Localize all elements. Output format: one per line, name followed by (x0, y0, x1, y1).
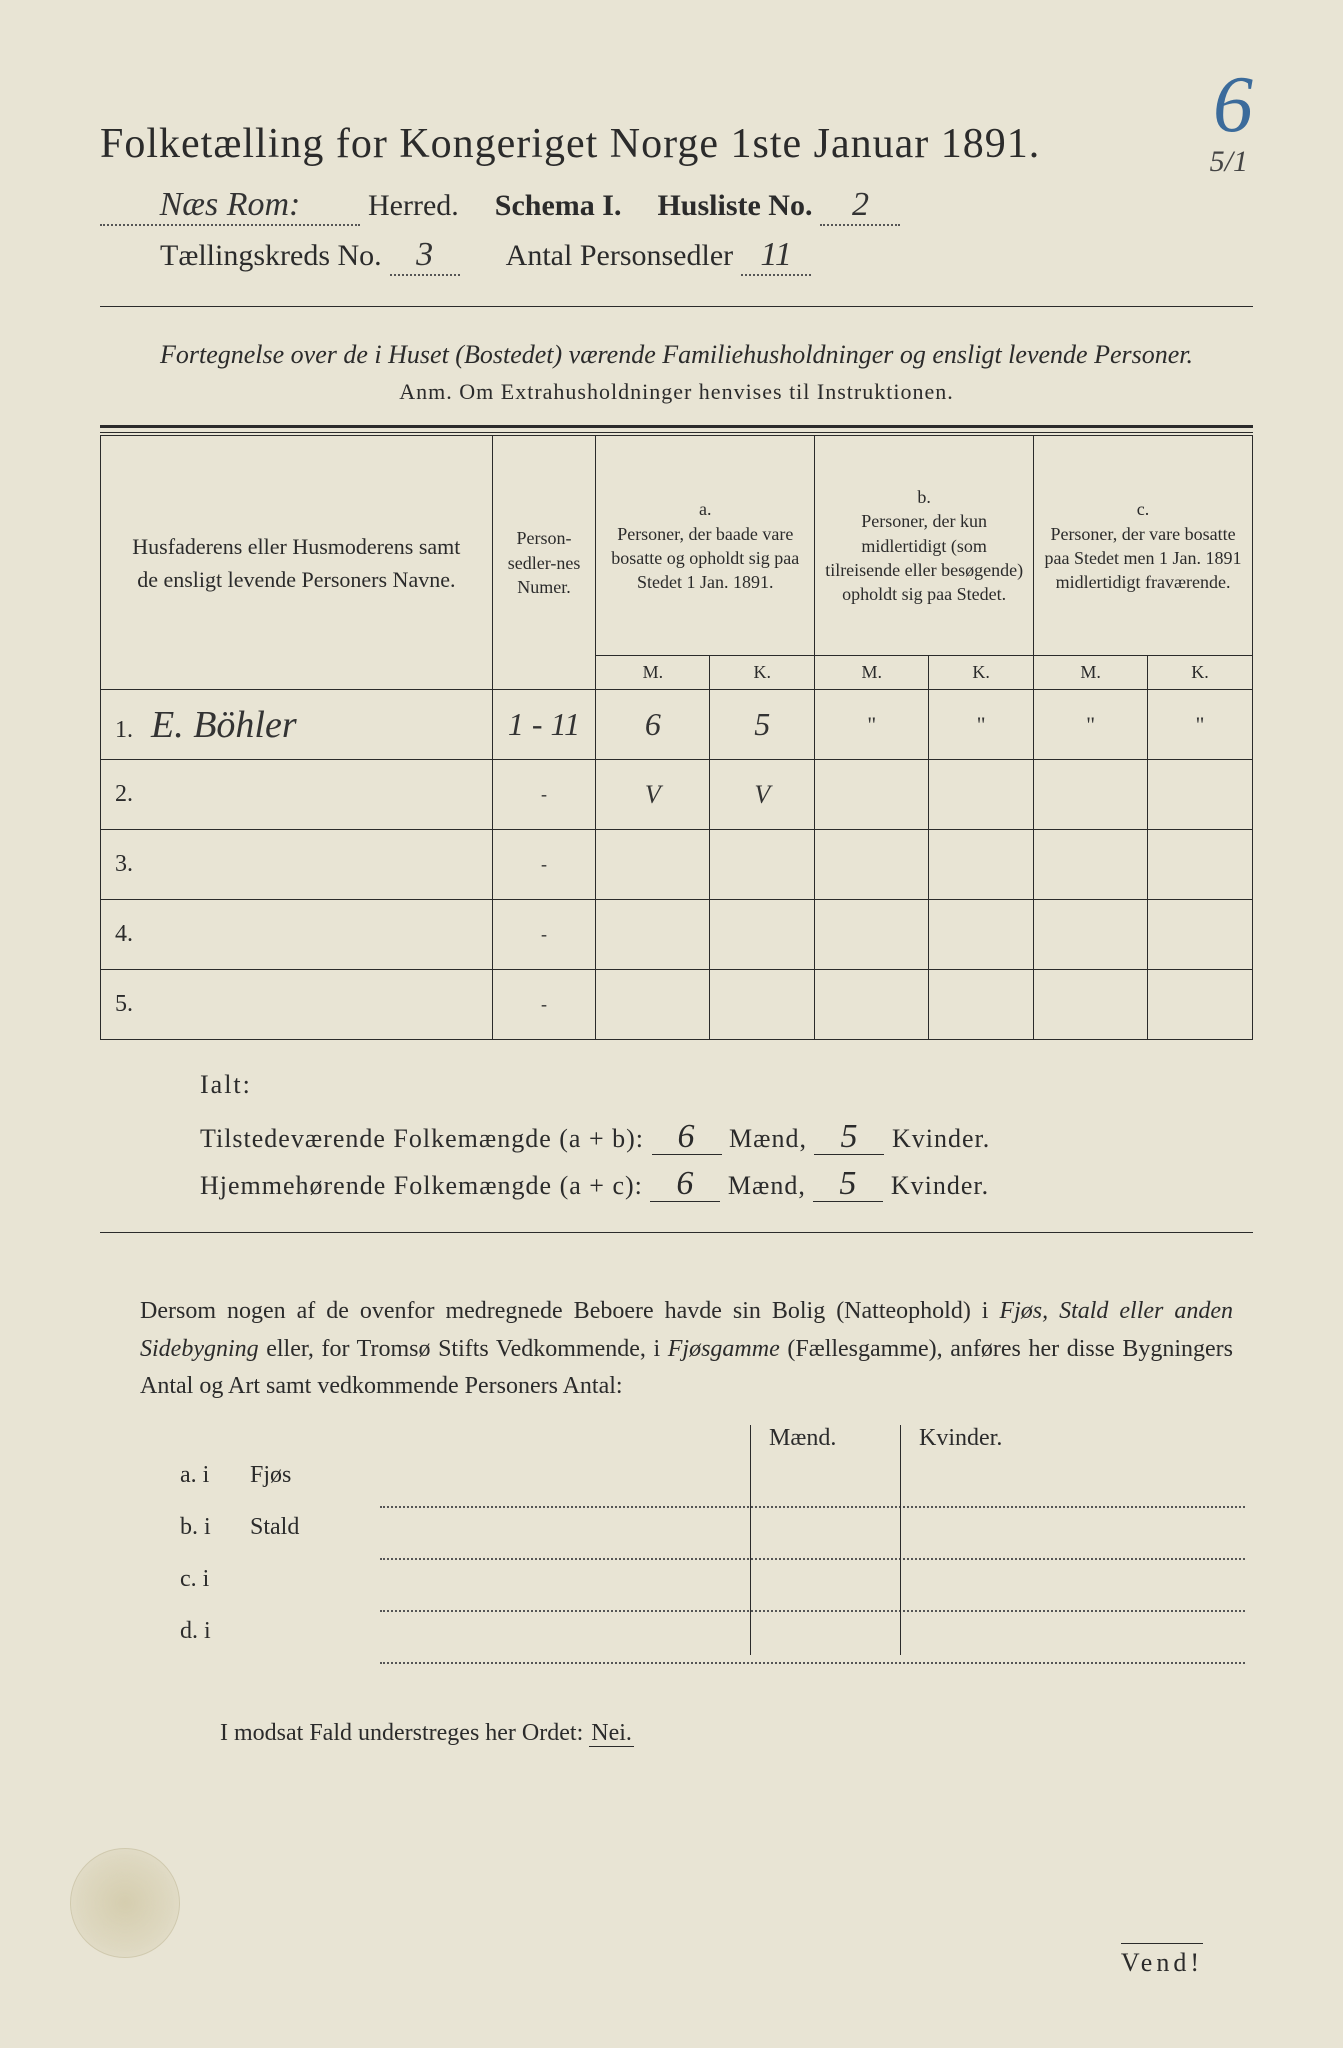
husliste-value: 2 (820, 186, 900, 226)
hjemme-maend: 6 (650, 1167, 720, 1202)
herred-value: Næs Rom: (100, 186, 360, 226)
col-a-k: K. (710, 656, 815, 690)
divider (100, 306, 1253, 307)
schema-label: Schema I. (495, 189, 622, 223)
personsedler-label: Antal Personsedler (506, 239, 733, 273)
paper-stain (70, 1848, 180, 1958)
personsedler-value: 11 (741, 236, 811, 276)
person-name: E. Böhler (151, 704, 297, 746)
col-a-m: M. (596, 656, 710, 690)
col-a-header: a. Personer, der baade vare bosatte og o… (596, 436, 815, 656)
col-b-header: b. Personer, der kun midlertidigt (som t… (815, 436, 1034, 656)
table-row: 5. - (101, 970, 1253, 1040)
header-line-1: Næs Rom: Herred. Schema I. Husliste No. … (100, 186, 1253, 226)
building-row: c. i (180, 1566, 1253, 1618)
col-sedler-header: Person-sedler-nes Numer. (492, 436, 596, 690)
maend-header: Mænd. (750, 1425, 900, 1452)
table-row: 3. - (101, 830, 1253, 900)
col-names-header: Husfaderens eller Husmoderens samt de en… (101, 436, 493, 690)
totals-block: Ialt: Tilstedeværende Folkemængde (a + b… (200, 1070, 1253, 1202)
building-row: a. i Fjøs (180, 1462, 1253, 1514)
subtitle: Fortegnelse over de i Huset (Bostedet) v… (160, 337, 1193, 373)
census-table: Husfaderens eller Husmoderens samt de en… (100, 435, 1253, 1040)
husliste-label: Husliste No. (657, 189, 812, 223)
modsat-line: I modsat Fald understreges her Ordet: Ne… (220, 1720, 1253, 1747)
divider (100, 432, 1253, 433)
col-c-header: c. Personer, der vare bosatte paa Stedet… (1034, 436, 1253, 656)
table-row: 4. - (101, 900, 1253, 970)
tilstede-kvinder: 5 (814, 1120, 884, 1155)
herred-label: Herred. (368, 189, 459, 223)
divider (100, 425, 1253, 428)
kreds-value: 3 (390, 236, 460, 276)
document-title: Folketælling for Kongeriget Norge 1ste J… (100, 120, 1253, 168)
nei-underlined: Nei. (589, 1720, 634, 1747)
annotation-note: Anm. Om Extrahusholdninger henvises til … (100, 379, 1253, 405)
turn-over-label: Vend! (1121, 1943, 1203, 1978)
ialt-title: Ialt: (200, 1070, 1253, 1100)
kvinder-header: Kvinder. (900, 1425, 1050, 1452)
tilstede-maend: 6 (652, 1120, 722, 1155)
hjemmehorende-line: Hjemmehørende Folkemængde (a + c): 6 Mæn… (200, 1167, 1253, 1202)
col-b-m: M. (815, 656, 929, 690)
table-row: 2. - V V (101, 760, 1253, 830)
building-row: b. i Stald (180, 1514, 1253, 1566)
building-counts-section: Mænd. Kvinder. a. i Fjøs b. i Stald c. i (100, 1425, 1253, 1670)
instruction-paragraph: Dersom nogen af de ovenfor medregnede Be… (140, 1293, 1233, 1405)
page-fraction-handwritten: 5/1 (1210, 145, 1248, 179)
hjemme-kvinder: 5 (813, 1167, 883, 1202)
kreds-label: Tællingskreds No. (160, 239, 382, 273)
header-line-2: Tællingskreds No. 3 Antal Personsedler 1… (100, 236, 1253, 276)
tilstedevaerende-line: Tilstedeværende Folkemængde (a + b): 6 M… (200, 1120, 1253, 1155)
census-form-page: 6 5/1 Folketælling for Kongeriget Norge … (0, 0, 1343, 2048)
building-row: d. i (180, 1618, 1253, 1670)
divider (100, 1232, 1253, 1233)
col-c-m: M. (1034, 656, 1148, 690)
col-b-k: K. (929, 656, 1034, 690)
mk-column-headers: Mænd. Kvinder. (750, 1425, 1253, 1452)
table-row: 1. E. Böhler 1 - 11 6 5 " " " " (101, 690, 1253, 760)
col-c-k: K. (1148, 656, 1253, 690)
page-number-handwritten: 6 (1213, 60, 1253, 151)
building-rows: a. i Fjøs b. i Stald c. i d. i (180, 1462, 1253, 1670)
